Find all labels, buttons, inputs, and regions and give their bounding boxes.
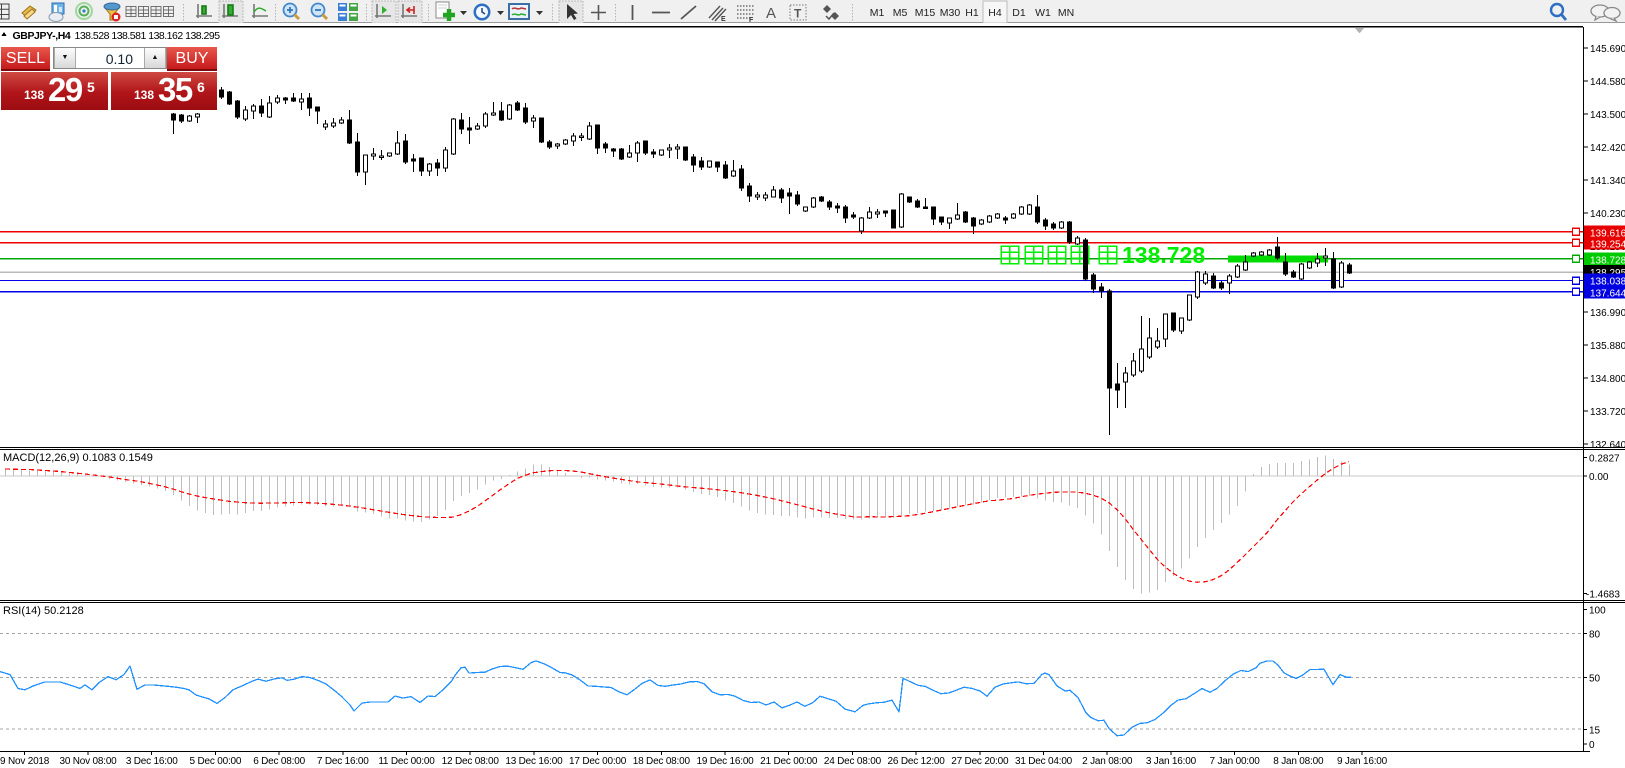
svg-text:17 Dec 00:00: 17 Dec 00:00 [569, 756, 627, 767]
svg-text:50: 50 [1589, 673, 1601, 684]
svg-text:138.528 138.581 138.162 138.29: 138.528 138.581 138.162 138.295 [75, 30, 221, 42]
svg-text:142.420: 142.420 [1590, 143, 1625, 154]
svg-text:2 Jan 08:00: 2 Jan 08:00 [1082, 756, 1133, 767]
svg-text:9 Jan 16:00: 9 Jan 16:00 [1337, 756, 1388, 767]
svg-text:F: F [749, 17, 754, 23]
svg-text:MACD(12,26,9) 0.1083 0.1549: MACD(12,26,9) 0.1083 0.1549 [3, 452, 153, 464]
svg-text:30 Nov 08:00: 30 Nov 08:00 [59, 756, 117, 767]
svg-text:7 Jan 00:00: 7 Jan 00:00 [1210, 756, 1261, 767]
svg-text:M15: M15 [915, 7, 936, 19]
svg-text:H4: H4 [988, 7, 1002, 19]
svg-text:9 Nov 2018: 9 Nov 2018 [0, 756, 50, 767]
svg-text:W1: W1 [1035, 7, 1051, 19]
svg-text:137.644: 137.644 [1590, 288, 1625, 299]
svg-text:A: A [766, 5, 776, 22]
svg-text:M1: M1 [870, 7, 885, 19]
svg-text:7 Dec 16:00: 7 Dec 16:00 [317, 756, 369, 767]
svg-text:3 Jan 16:00: 3 Jan 16:00 [1146, 756, 1197, 767]
svg-text:27 Dec 20:00: 27 Dec 20:00 [951, 756, 1009, 767]
svg-text:18 Dec 08:00: 18 Dec 08:00 [633, 756, 691, 767]
svg-text:T: T [794, 7, 802, 21]
svg-text:80: 80 [1589, 629, 1601, 640]
svg-text:0: 0 [1589, 740, 1595, 751]
svg-text:8 Jan 08:00: 8 Jan 08:00 [1273, 756, 1324, 767]
svg-text:5 Dec 00:00: 5 Dec 00:00 [190, 756, 242, 767]
svg-text:M5: M5 [893, 7, 908, 19]
svg-text:0.00: 0.00 [1589, 472, 1609, 483]
svg-text:11 Dec 00:00: 11 Dec 00:00 [378, 756, 435, 767]
svg-text:6 Dec 08:00: 6 Dec 08:00 [253, 756, 305, 767]
svg-text:138.728: 138.728 [1590, 255, 1625, 266]
svg-text:133.720: 133.720 [1590, 407, 1625, 418]
svg-text:13 Dec 16:00: 13 Dec 16:00 [505, 756, 563, 767]
svg-text:139.254: 139.254 [1590, 239, 1625, 250]
svg-text:145.690: 145.690 [1590, 44, 1625, 55]
svg-text:140.230: 140.230 [1590, 209, 1625, 220]
svg-text:138.038: 138.038 [1590, 276, 1625, 287]
svg-text:21 Dec 00:00: 21 Dec 00:00 [760, 756, 818, 767]
svg-text:135.880: 135.880 [1590, 341, 1625, 352]
svg-text:12 Dec 08:00: 12 Dec 08:00 [442, 756, 500, 767]
svg-text:3 Dec 16:00: 3 Dec 16:00 [126, 756, 178, 767]
svg-text:GBPJPY-,H4: GBPJPY-,H4 [13, 30, 71, 42]
svg-text:26 Dec 12:00: 26 Dec 12:00 [888, 756, 946, 767]
svg-text:138.728: 138.728 [1122, 242, 1205, 268]
svg-text:15: 15 [1589, 725, 1601, 736]
svg-text:RSI(14) 50.2128: RSI(14) 50.2128 [3, 605, 84, 617]
svg-text:19 Dec 16:00: 19 Dec 16:00 [696, 756, 754, 767]
svg-text:139.616: 139.616 [1590, 228, 1625, 239]
svg-text:141.340: 141.340 [1590, 176, 1625, 187]
svg-text:144.580: 144.580 [1590, 77, 1625, 88]
svg-text:M30: M30 [940, 7, 961, 19]
svg-text:-1.4683: -1.4683 [1586, 590, 1620, 601]
svg-text:H1: H1 [965, 7, 979, 19]
svg-text:134.800: 134.800 [1590, 374, 1625, 385]
svg-text:0.2827: 0.2827 [1589, 454, 1620, 465]
svg-text:24 Dec 08:00: 24 Dec 08:00 [824, 756, 882, 767]
svg-text:D1: D1 [1012, 7, 1026, 19]
svg-text:136.990: 136.990 [1590, 308, 1625, 319]
svg-text:132.640: 132.640 [1590, 440, 1625, 451]
svg-text:100: 100 [1589, 606, 1606, 617]
svg-text:E: E [721, 16, 726, 23]
svg-text:MN: MN [1058, 7, 1074, 19]
svg-text:31 Dec 04:00: 31 Dec 04:00 [1015, 756, 1073, 767]
svg-text:143.500: 143.500 [1590, 110, 1625, 121]
